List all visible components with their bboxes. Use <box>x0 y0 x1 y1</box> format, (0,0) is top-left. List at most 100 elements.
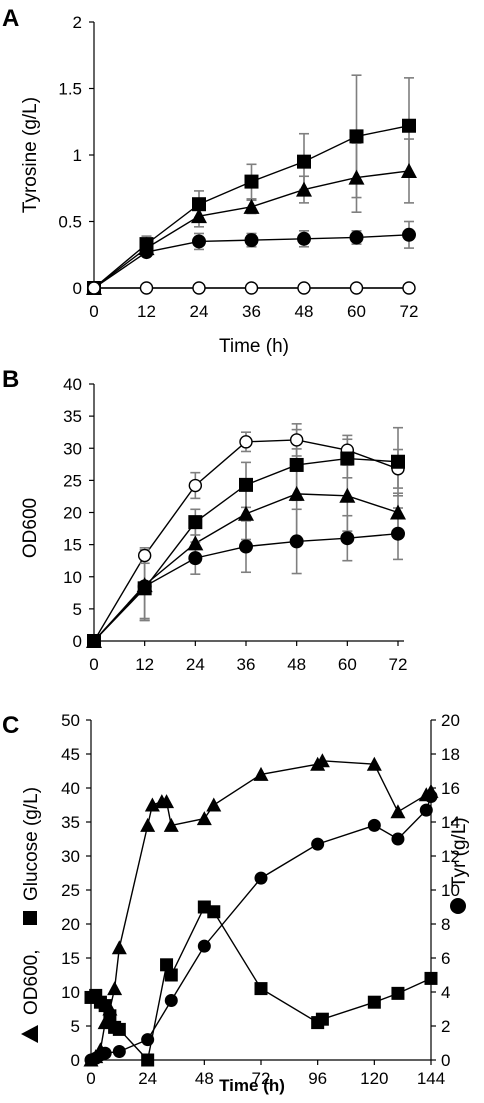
panel-label-a: A <box>2 5 19 32</box>
y-tick-label-right: 6 <box>441 949 450 968</box>
y-tick-label: 0 <box>73 632 82 651</box>
y-tick-label-right: 10 <box>441 881 460 900</box>
data-point-square <box>349 129 364 144</box>
y-tick-label-right: 20 <box>441 711 460 730</box>
circle-legend-marker <box>450 898 466 914</box>
x-tick-label: 72 <box>252 1069 271 1088</box>
data-point-triangle <box>140 817 156 832</box>
data-point-square <box>297 154 311 169</box>
data-point-circle <box>424 790 438 803</box>
series-line-circle <box>90 796 432 1061</box>
y-tick-label-right: 0 <box>441 1051 450 1070</box>
data-point-square <box>289 457 304 472</box>
data-point-circle <box>289 534 304 549</box>
chart-panel-a: 0 0.5 1 1.5 2 0 12 24 36 48 60 72 Tyrosine (g/L) Ti… <box>20 13 418 357</box>
y-tick-label: 1 <box>73 146 82 165</box>
y-axis-label-right-c: Tyr (g/L) <box>449 817 470 914</box>
data-point-triangle <box>163 817 179 832</box>
marks-b <box>86 423 406 648</box>
x-tick-label: 36 <box>237 655 256 674</box>
data-point-circle <box>349 230 364 245</box>
y-axis-label-left-c-part1: OD600, <box>21 950 42 1015</box>
data-point-triangle <box>348 169 365 185</box>
data-point-circle <box>112 1045 126 1058</box>
y-tick-label-left: 40 <box>61 779 80 798</box>
data-point-triangle <box>191 208 207 224</box>
data-point-square <box>391 454 405 469</box>
data-point-square <box>141 1053 155 1067</box>
y-tick-label: 0.5 <box>58 213 82 232</box>
data-point-open-circle <box>137 548 152 563</box>
data-point-square <box>103 1009 117 1023</box>
y-tick-label: 30 <box>63 439 82 458</box>
y-tick-label: 25 <box>63 471 82 490</box>
data-point-circle <box>419 803 433 817</box>
data-point-triangle <box>390 504 406 520</box>
x-tick-label: 120 <box>360 1069 388 1088</box>
data-point-square <box>98 999 112 1013</box>
data-point-circle <box>188 551 203 566</box>
x-tick-label: 12 <box>135 655 154 674</box>
data-point-circle <box>311 837 325 851</box>
y-tick-label-left: 25 <box>61 881 80 900</box>
x-tick-label: 144 <box>417 1069 445 1088</box>
y-tick-label-left: 15 <box>61 949 80 968</box>
x-tick-label: 72 <box>389 655 408 674</box>
y-tick-label-right: 8 <box>441 915 450 934</box>
data-point-square <box>340 451 355 466</box>
y-tick-label: 20 <box>63 504 82 523</box>
data-point-open-circle <box>349 281 364 295</box>
data-point-circle <box>139 245 154 260</box>
ticks-b: 0 5 10 15 20 25 30 35 40 0 12 24 36 48 60 72 <box>63 375 407 674</box>
data-point-circle <box>391 526 405 541</box>
data-point-square <box>192 197 206 212</box>
data-point-open-circle <box>188 478 203 493</box>
y-tick-label-left: 20 <box>61 915 80 934</box>
y-tick-label: 0 <box>73 279 82 298</box>
data-point-open-circle <box>139 281 154 295</box>
data-point-open-circle <box>239 435 253 449</box>
triangle-marker-shape <box>21 1025 38 1043</box>
y-tick-label-left: 35 <box>61 813 80 832</box>
data-point-triangle <box>107 981 123 996</box>
data-point-square <box>164 968 178 982</box>
y-tick-label: 40 <box>63 375 82 394</box>
data-point-circle <box>192 234 206 249</box>
marks-c <box>83 753 439 1067</box>
x-tick-label: 12 <box>137 302 156 321</box>
x-tick-label: 0 <box>89 655 98 674</box>
panel-label-c: C <box>2 712 19 739</box>
series-line-triangle <box>90 760 432 1061</box>
x-tick-label: 24 <box>190 302 209 321</box>
x-axis-label-c: Time (h) <box>219 1076 285 1095</box>
data-point-triangle <box>253 766 269 781</box>
y-tick-label-right: 18 <box>441 745 460 764</box>
y-tick-label-right: 12 <box>441 847 460 866</box>
data-point-square <box>367 995 381 1009</box>
data-point-square <box>207 905 221 919</box>
data-point-open-circle <box>192 281 206 295</box>
y-tick-label-right: 2 <box>441 1017 450 1036</box>
data-point-circle <box>244 233 259 248</box>
x-tick-label: 36 <box>242 302 261 321</box>
y-tick-label-right: 4 <box>441 983 450 1002</box>
circle-marker-shape <box>450 898 466 914</box>
data-point-triangle <box>196 811 212 826</box>
y-tick-label-right: 16 <box>441 779 460 798</box>
data-point-square <box>160 958 174 972</box>
y-axis-label-b: OD600 <box>20 498 41 558</box>
y-tick-label: 5 <box>73 600 82 619</box>
chart-panel-b: 0 5 10 15 20 25 30 35 40 0 12 24 36 48 60 72 OD600 <box>20 375 407 674</box>
data-point-triangle <box>159 794 175 809</box>
x-tick-label: 72 <box>400 302 419 321</box>
data-point-circle <box>197 939 211 953</box>
square-legend-marker <box>23 911 37 925</box>
y-axis-label-left-c-part2: Glucose (g/L) <box>21 787 42 901</box>
data-point-circle <box>340 531 355 546</box>
data-point-triangle <box>390 804 406 819</box>
data-point-square <box>188 515 203 530</box>
data-point-circle <box>137 579 152 594</box>
panel-label-b: B <box>2 366 19 393</box>
data-point-square <box>315 1012 329 1026</box>
